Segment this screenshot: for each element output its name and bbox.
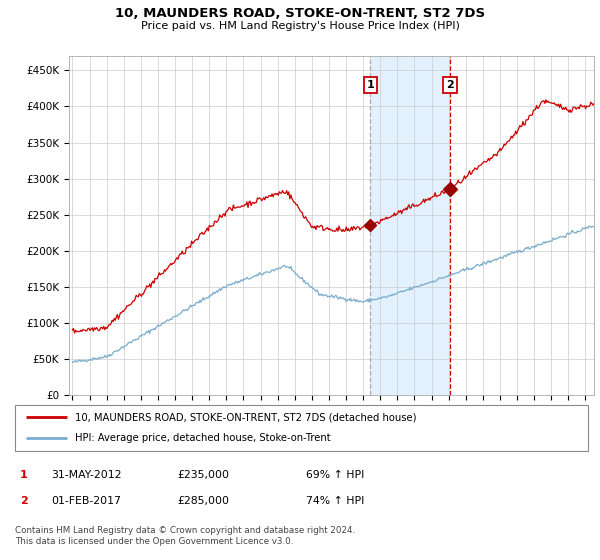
Text: 10, MAUNDERS ROAD, STOKE-ON-TRENT, ST2 7DS (detached house): 10, MAUNDERS ROAD, STOKE-ON-TRENT, ST2 7…: [75, 412, 416, 422]
Bar: [370, 56, 450, 395]
Text: 1: 1: [20, 470, 28, 480]
Text: HPI: Average price, detached house, Stoke-on-Trent: HPI: Average price, detached house, Stok…: [75, 433, 331, 444]
Text: 10, MAUNDERS ROAD, STOKE-ON-TRENT, ST2 7DS: 10, MAUNDERS ROAD, STOKE-ON-TRENT, ST2 7…: [115, 7, 485, 20]
Text: 1: 1: [367, 80, 374, 90]
Text: Price paid vs. HM Land Registry's House Price Index (HPI): Price paid vs. HM Land Registry's House …: [140, 21, 460, 31]
Text: 01-FEB-2017: 01-FEB-2017: [51, 496, 121, 506]
Text: Contains HM Land Registry data © Crown copyright and database right 2024.
This d: Contains HM Land Registry data © Crown c…: [15, 526, 355, 546]
FancyBboxPatch shape: [15, 405, 588, 451]
Text: 31-MAY-2012: 31-MAY-2012: [51, 470, 121, 480]
Text: 2: 2: [446, 80, 454, 90]
Text: 74% ↑ HPI: 74% ↑ HPI: [306, 496, 364, 506]
Text: 69% ↑ HPI: 69% ↑ HPI: [306, 470, 364, 480]
Text: 2: 2: [20, 496, 28, 506]
Text: £285,000: £285,000: [177, 496, 229, 506]
Text: £235,000: £235,000: [177, 470, 229, 480]
